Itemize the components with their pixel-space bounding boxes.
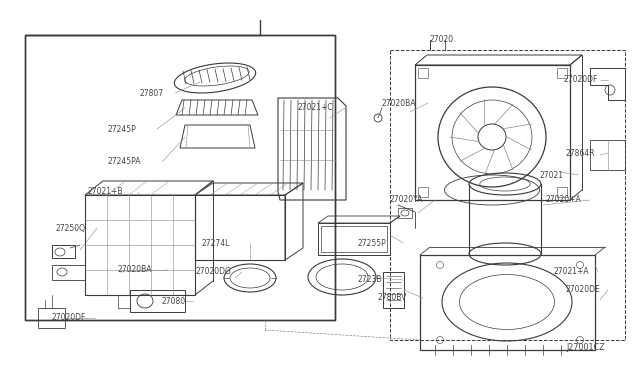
Text: 27020BA: 27020BA	[118, 266, 152, 275]
Text: 27020DF: 27020DF	[564, 76, 598, 84]
Text: 27807: 27807	[140, 89, 164, 97]
Text: 27255P: 27255P	[358, 238, 387, 247]
Text: 27021+B: 27021+B	[88, 187, 124, 196]
Text: 27020BA: 27020BA	[382, 99, 417, 108]
Text: 27020+A: 27020+A	[545, 196, 580, 205]
Text: 2780BV: 2780BV	[378, 294, 408, 302]
Text: 27245PA: 27245PA	[107, 157, 141, 167]
Text: 27021: 27021	[539, 170, 563, 180]
Text: J27001CZ: J27001CZ	[566, 343, 605, 353]
Text: 27021+C: 27021+C	[298, 103, 333, 112]
Text: 27020: 27020	[430, 35, 454, 45]
Text: 27020DG: 27020DG	[196, 267, 232, 276]
Text: 2723B: 2723B	[358, 276, 382, 285]
Text: 27245P: 27245P	[107, 125, 136, 134]
Text: 27080: 27080	[162, 296, 186, 305]
Text: 27021+A: 27021+A	[553, 267, 589, 276]
Text: 27020YA: 27020YA	[390, 196, 424, 205]
Text: 27250Q: 27250Q	[55, 224, 85, 232]
Text: 27864R: 27864R	[565, 148, 595, 157]
Text: 27020DE: 27020DE	[565, 285, 600, 295]
Text: 27020DF: 27020DF	[52, 314, 86, 323]
Text: 27274L: 27274L	[202, 238, 230, 247]
